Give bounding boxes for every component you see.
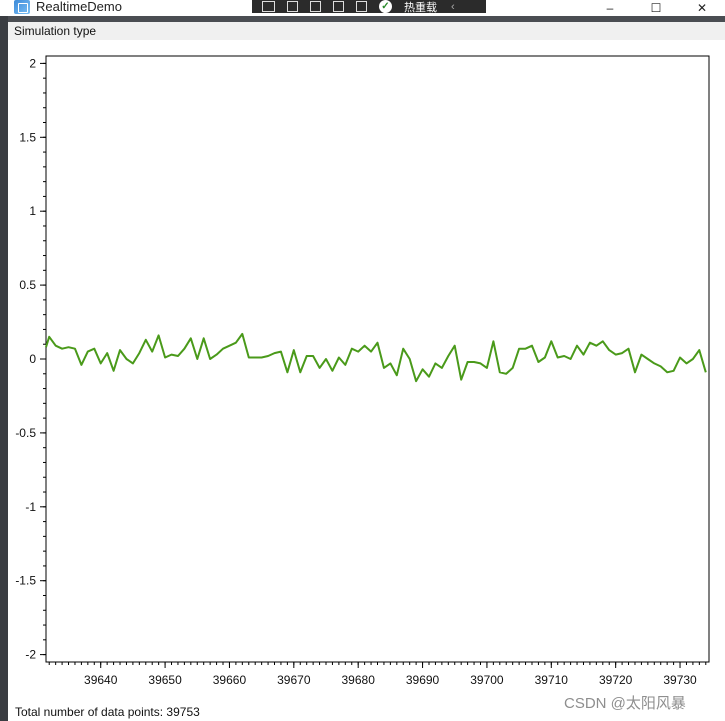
y-tick-label: -1 [25,500,36,514]
x-tick-label: 39720 [599,673,633,687]
display-layout-icon[interactable] [356,1,367,12]
x-tick-label: 39660 [213,673,247,687]
y-tick-label: -1.5 [15,574,36,588]
window-title-bar[interactable]: RealtimeDemo ✓ 热重载 ‹ – ☐ ✕ [0,0,725,16]
y-tick-label: 0.5 [19,278,36,292]
y-tick-label: -0.5 [15,426,36,440]
window-controls: – ☐ ✕ [587,0,725,16]
status-data-point-count: Total number of data points: 39753 [15,705,200,719]
x-tick-label: 39700 [470,673,504,687]
hot-reload-label: 热重载 [404,1,437,14]
menu-simulation-type[interactable]: Simulation type [14,24,97,38]
close-button[interactable]: ✕ [696,1,708,15]
menu-bar: Simulation type [8,22,725,40]
x-tick-label: 39640 [84,673,118,687]
layout-adorner-icon[interactable] [310,1,321,12]
select-element-icon[interactable] [262,1,275,12]
hot-reload-check-icon[interactable]: ✓ [379,0,392,13]
window-title: RealtimeDemo [36,0,122,14]
y-tick-label: -2 [25,648,36,662]
x-tick-label: 39690 [406,673,440,687]
realtime-line-chart[interactable]: -2 -1.5 -1 -0.5 0 0.5 1 1.5 2 39640 39650 39660 396… [8,40,725,706]
x-tick-label: 39680 [342,673,376,687]
x-tick-label: 39730 [663,673,697,687]
track-focus-icon[interactable] [333,1,344,12]
collapse-chevron-icon[interactable]: ‹ [451,0,455,13]
window-client-area: Simulation type -2 -1.5 -1 -0.5 0 0.5 1 1.5 2 39… [8,22,725,721]
y-tick-label: 1.5 [19,130,36,144]
app-icon [14,0,30,14]
x-tick-label: 39710 [535,673,569,687]
y-tick-label: 2 [29,56,36,70]
y-tick-label: 0 [29,352,36,366]
csdn-watermark: CSDN @太阳风暴 [564,695,686,712]
x-tick-label: 39650 [148,673,182,687]
plot-area [45,55,710,663]
background-window-strip [0,16,8,721]
y-tick-label: 1 [29,204,36,218]
x-tick-label: 39670 [277,673,311,687]
maximize-button[interactable]: ☐ [650,1,662,15]
debug-overlay-toolbar: ✓ 热重载 ‹ [252,0,486,14]
cursor-icon[interactable] [287,1,298,12]
minimize-button[interactable]: – [606,1,614,15]
series-line [45,332,707,383]
